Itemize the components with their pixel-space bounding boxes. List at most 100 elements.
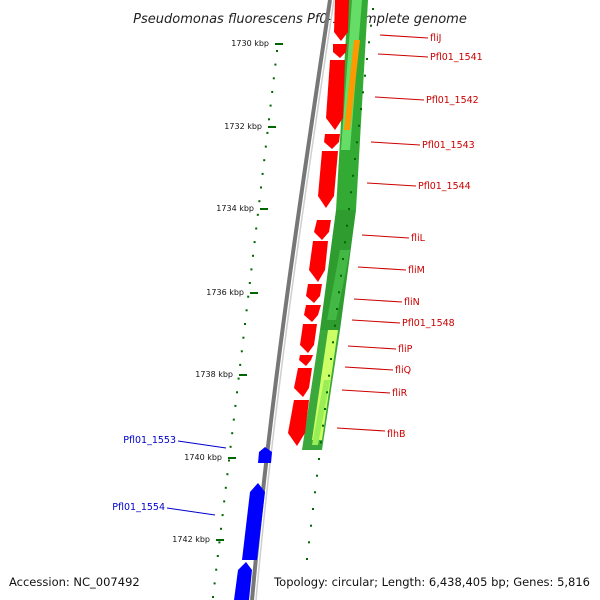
gene-label-pfl01-1543[interactable]: Pfl01_1543: [422, 140, 475, 151]
tick-mark: [268, 126, 276, 128]
gene-label-leader: [366, 182, 417, 187]
minor-tick-dot: [316, 474, 318, 477]
minor-tick-dot: [229, 445, 232, 448]
minor-tick-dot: [312, 508, 314, 510]
tick-label: 1730 kbp: [231, 39, 269, 48]
minor-tick-dot: [348, 208, 350, 210]
minor-tick-dot: [240, 350, 243, 353]
minor-tick-dot: [328, 374, 330, 377]
minor-tick-dot: [237, 377, 240, 380]
minor-tick-dot: [274, 63, 277, 66]
gene-arrow-fliL[interactable]: [314, 220, 331, 240]
minor-tick-dot: [310, 524, 312, 527]
tick-mark: [228, 457, 236, 459]
gene-arrow-fliP[interactable]: [300, 324, 317, 353]
minor-tick-dot: [271, 90, 274, 93]
minor-tick-dot: [253, 241, 256, 244]
tick-1742: 1742 kbp: [172, 535, 224, 544]
gene-arrow-fliQ[interactable]: [299, 355, 313, 366]
gene-label-leader: [177, 440, 227, 449]
gene-arrow-flhB[interactable]: [288, 400, 309, 446]
gene-label-leader: [351, 319, 401, 324]
minor-tick-dot: [368, 41, 370, 44]
gene-label-pfl01-1548[interactable]: Pfl01_1548: [402, 318, 455, 329]
minor-tick-dot: [244, 323, 246, 325]
gene-arrow-fliJ[interactable]: [334, 0, 349, 41]
gene-label-fliM[interactable]: fliM: [408, 265, 425, 276]
minor-tick-dot: [255, 227, 258, 230]
minor-tick-dot: [248, 282, 251, 284]
gene-arrow-fliR[interactable]: [294, 368, 312, 397]
minor-tick-dot: [272, 77, 275, 80]
gene-label-flhB[interactable]: flhB: [387, 429, 406, 440]
minor-tick-dot: [221, 514, 224, 517]
minor-tick-dot: [218, 541, 221, 544]
gene-label-fliP[interactable]: fliP: [398, 344, 413, 355]
minor-tick-dot: [256, 213, 259, 216]
minor-tick-dot: [342, 258, 344, 260]
minor-tick-dot: [231, 432, 234, 435]
minor-tick-dot: [224, 486, 227, 489]
gene-label-leader: [370, 141, 421, 146]
minor-tick-dot: [362, 91, 364, 94]
gene-label-fliQ[interactable]: fliQ: [395, 365, 411, 376]
map-title: Pseudomonas fluorescens Pf0-1, complete …: [133, 12, 467, 27]
gene-arrow-pfl01-1548[interactable]: [304, 305, 321, 322]
gene-label-pfl01-1541[interactable]: Pfl01_1541: [430, 52, 483, 63]
minor-tick-dot: [350, 191, 352, 194]
reverse-cds-track: [234, 447, 272, 600]
gene-arrow-pfl01-1543[interactable]: [324, 134, 340, 149]
gene-arrow-next[interactable]: [234, 562, 252, 600]
minor-tick-dot: [276, 50, 278, 52]
tick-1730: 1730 kbp: [231, 39, 283, 48]
gene-label-pfl01-1544[interactable]: Pfl01_1544: [418, 181, 471, 192]
minor-tick-dot: [306, 558, 308, 560]
summary-text: Topology: circular; Length: 6,438,405 bp…: [273, 575, 590, 589]
minor-tick-dot: [308, 541, 310, 544]
gene-arrow-fliM[interactable]: [309, 241, 328, 282]
gene-label-fliJ[interactable]: fliJ: [430, 33, 441, 44]
minor-tick-dot: [344, 241, 346, 244]
gene-label-fliL[interactable]: fliL: [411, 233, 426, 244]
gene-arrow-pfl01-1544[interactable]: [318, 151, 338, 208]
gene-label-pfl01-1553[interactable]: Pfl01_1553: [123, 435, 176, 446]
gene-arrow-fliN[interactable]: [306, 284, 322, 303]
tick-1734: 1734 kbp: [216, 204, 268, 213]
minor-tick-dot: [223, 500, 226, 503]
gene-label-fliR[interactable]: fliR: [392, 388, 408, 399]
minor-tick-dot: [247, 295, 250, 298]
minor-tick-dot: [360, 108, 362, 110]
backbone: [250, 0, 335, 600]
minor-tick-dot: [266, 131, 269, 134]
gene-label-fliN[interactable]: fliN: [404, 297, 420, 308]
gene-label-leader: [379, 34, 429, 39]
tick-label: 1736 kbp: [206, 288, 244, 297]
minor-tick-dot: [370, 24, 372, 27]
forward-cds-track: [288, 0, 349, 446]
gene-arrow-pfl01-1554[interactable]: [242, 483, 265, 560]
tick-label: 1734 kbp: [216, 204, 254, 213]
tick-mark: [260, 208, 268, 210]
minor-tick-dot: [326, 391, 328, 394]
gene-arrow-pfl01-1542[interactable]: [326, 60, 345, 130]
minor-tick-dot: [354, 158, 356, 160]
gene-label-pfl01-1554[interactable]: Pfl01_1554: [112, 502, 165, 513]
tick-label: 1740 kbp: [184, 453, 222, 462]
minor-tick-dot: [346, 224, 348, 227]
gene-label-leader: [336, 427, 386, 432]
gene-arrow-pfl01-1541[interactable]: [333, 44, 347, 58]
tick-mark: [250, 292, 258, 294]
minor-tick-dot: [332, 341, 334, 344]
minor-tick-dot: [239, 363, 242, 366]
gene-label-pfl01-1542[interactable]: Pfl01_1542: [426, 95, 479, 106]
minor-tick-dot: [213, 582, 216, 585]
accession-text: Accession: NC_007492: [9, 575, 140, 589]
minor-tick-dot: [324, 408, 326, 410]
minor-tick-dot: [322, 424, 324, 427]
minor-tick-dot: [226, 473, 229, 476]
tick-mark: [239, 374, 247, 376]
gene-arrow-pfl01-1553[interactable]: [258, 447, 272, 463]
minor-tick-dot: [216, 555, 219, 557]
minor-tick-dot: [336, 308, 338, 310]
